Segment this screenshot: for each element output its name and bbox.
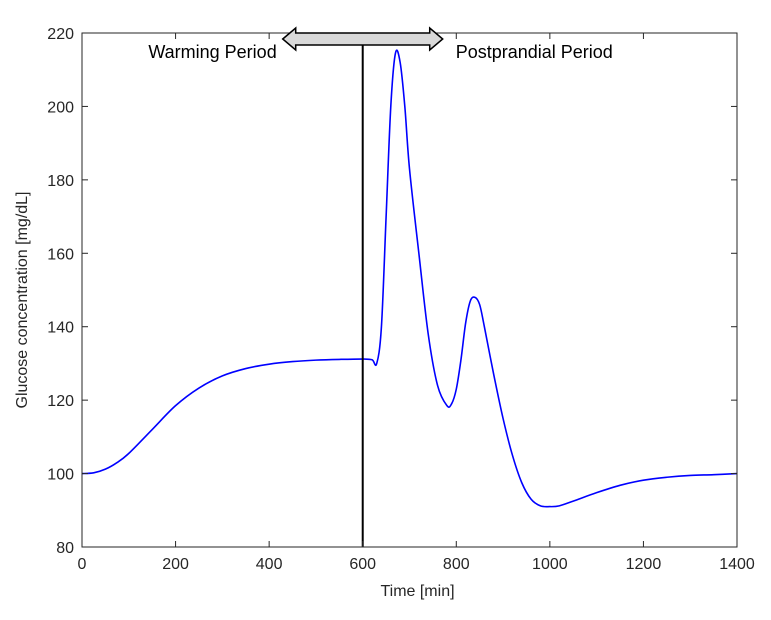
y-tick-label: 180 xyxy=(47,173,74,190)
warming-period-label: Warming Period xyxy=(148,42,276,62)
x-tick-label: 200 xyxy=(162,556,189,573)
x-tick-label: 600 xyxy=(349,556,376,573)
y-tick-label: 140 xyxy=(47,320,74,337)
y-tick-label: 120 xyxy=(47,393,74,410)
axes xyxy=(81,32,738,548)
x-tick-label: 1000 xyxy=(532,556,568,573)
y-axis-label: Glucose concentration [mg/dL] xyxy=(14,191,31,408)
y-tick-label: 80 xyxy=(56,540,74,557)
y-tick-label: 160 xyxy=(47,246,74,263)
x-tick-label: 1400 xyxy=(719,556,755,573)
double-arrow-icon xyxy=(281,26,444,52)
postprandial-period-label: Postprandial Period xyxy=(456,42,613,62)
annotations: Warming Period Postprandial Period xyxy=(148,26,613,62)
axes-box xyxy=(81,32,738,548)
plot-area xyxy=(81,33,738,547)
x-axis-label: Time [min] xyxy=(380,583,454,600)
y-tick-label: 220 xyxy=(47,26,74,43)
x-tick-label: 800 xyxy=(443,556,470,573)
tick-labels: 0 200 400 600 800 1000 1200 1400 80 100 120 140 160 1… xyxy=(47,26,755,573)
y-tick-label: 200 xyxy=(47,99,74,116)
y-tick-label: 100 xyxy=(47,467,74,484)
x-tick-label: 1200 xyxy=(626,556,662,573)
glucose-series-line xyxy=(81,49,738,508)
x-tick-label: 0 xyxy=(78,556,87,573)
x-tick-label: 400 xyxy=(256,556,283,573)
